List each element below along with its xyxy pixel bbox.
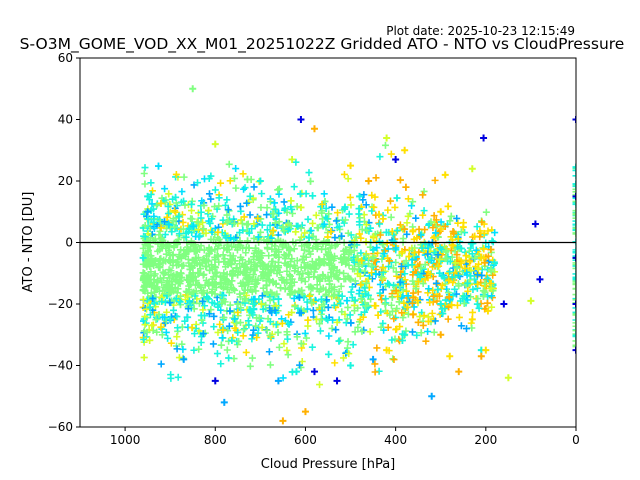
data-point-s5-1 [220, 398, 228, 406]
data-point-s3-0 [310, 125, 318, 133]
data-point-s2-5 [468, 315, 476, 323]
data-point-s1-2 [256, 177, 264, 185]
y-tick-label: −40 [48, 359, 73, 373]
data-point-s4-2 [211, 377, 219, 385]
data-point-s6-2 [468, 165, 476, 173]
data-point-s3-5 [455, 368, 463, 376]
x-axis-label: Cloud Pressure [hPa] [261, 457, 396, 472]
data-point-s0-0 [189, 85, 197, 93]
data-point-s3-1 [279, 417, 287, 425]
data-point-s4-1 [310, 368, 318, 376]
data-point-s0-2 [301, 263, 309, 271]
data-point-s4-6 [572, 116, 576, 123]
y-axis-label: ATO - NTO [DU] [21, 192, 36, 293]
x-tick-label: 200 [474, 433, 497, 447]
data-point-s2-8 [459, 223, 467, 231]
data-point-s4-10 [572, 346, 576, 354]
data-point-s4-5 [392, 155, 400, 163]
data-point-s4-8 [572, 254, 576, 262]
y-tick-label: −20 [48, 297, 73, 311]
data-point-s4-12 [500, 300, 508, 308]
plot-date-label: Plot date: 2025-10-23 12:15:49 [386, 24, 575, 38]
data-point-s4-13 [531, 220, 539, 228]
data-point-s6-0 [383, 134, 391, 142]
x-tick-label: 600 [294, 433, 317, 447]
data-point-s3-3 [477, 352, 485, 360]
data-point-s3-6 [437, 331, 445, 339]
data-point-s5-0 [428, 392, 436, 400]
data-point-s4-11 [536, 275, 544, 283]
y-axis: −60 −40 −20 0 20 40 60 [48, 51, 80, 434]
chart-title: S-O3M_GOME_VOD_XX_M01_20251022Z Gridded … [20, 35, 625, 54]
data-point-s6-3 [527, 297, 535, 305]
point-cloud [139, 141, 576, 389]
data-point-s5-4 [180, 355, 188, 363]
y-tick-label: 60 [58, 51, 73, 65]
data-point-s6-1 [211, 140, 219, 148]
x-tick-label: 400 [384, 433, 407, 447]
data-point-s2-3 [446, 352, 454, 360]
data-point-s2-7 [437, 208, 445, 216]
data-point-s3-2 [301, 408, 309, 416]
data-point-s0-5 [279, 223, 287, 231]
data-point-s2-2 [441, 171, 449, 179]
x-axis: 1000 800 600 400 200 0 [110, 427, 580, 447]
data-point-s2-4 [482, 346, 490, 354]
x-tick-label: 0 [572, 433, 580, 447]
data-point-s0-9 [369, 254, 377, 262]
data-point-s1-9 [401, 331, 409, 339]
data-point-s1-7 [139, 254, 147, 262]
data-point-s6-4 [504, 374, 512, 382]
data-point-s3-4 [365, 177, 373, 185]
data-point-s1-0 [144, 192, 152, 200]
data-point-s2-6 [477, 254, 485, 262]
data-points [139, 85, 576, 425]
data-point-s5-3 [144, 208, 152, 216]
y-tick-label: 0 [65, 236, 73, 250]
data-point-s4-7 [572, 192, 576, 200]
y-tick-label: 20 [58, 174, 73, 188]
data-point-s1-3 [347, 362, 355, 369]
data-point-s2-1 [401, 146, 409, 154]
y-tick-label: 40 [58, 113, 73, 127]
data-point-s4-9 [572, 300, 576, 308]
data-point-s0-6 [234, 300, 242, 308]
x-tick-label: 800 [204, 433, 227, 447]
data-point-s0-3 [211, 269, 219, 277]
data-point-s1-8 [292, 368, 300, 376]
y-tick-label: −60 [48, 420, 73, 434]
data-point-s1-4 [356, 192, 364, 200]
x-tick-label: 1000 [110, 433, 141, 447]
data-point-s4-3 [333, 377, 341, 385]
data-point-s0-1 [256, 254, 264, 262]
data-point-s4-4 [480, 134, 488, 142]
data-point-s2-9 [383, 346, 391, 354]
data-point-s0-8 [166, 285, 174, 293]
data-point-s2-0 [347, 162, 355, 170]
data-point-s0-4 [347, 275, 355, 283]
data-point-s5-2 [274, 377, 282, 385]
data-point-s4-0 [297, 116, 305, 123]
data-point-s5-5 [369, 355, 377, 363]
data-point-s1-1 [166, 315, 174, 323]
data-point-s1-5 [437, 300, 445, 308]
